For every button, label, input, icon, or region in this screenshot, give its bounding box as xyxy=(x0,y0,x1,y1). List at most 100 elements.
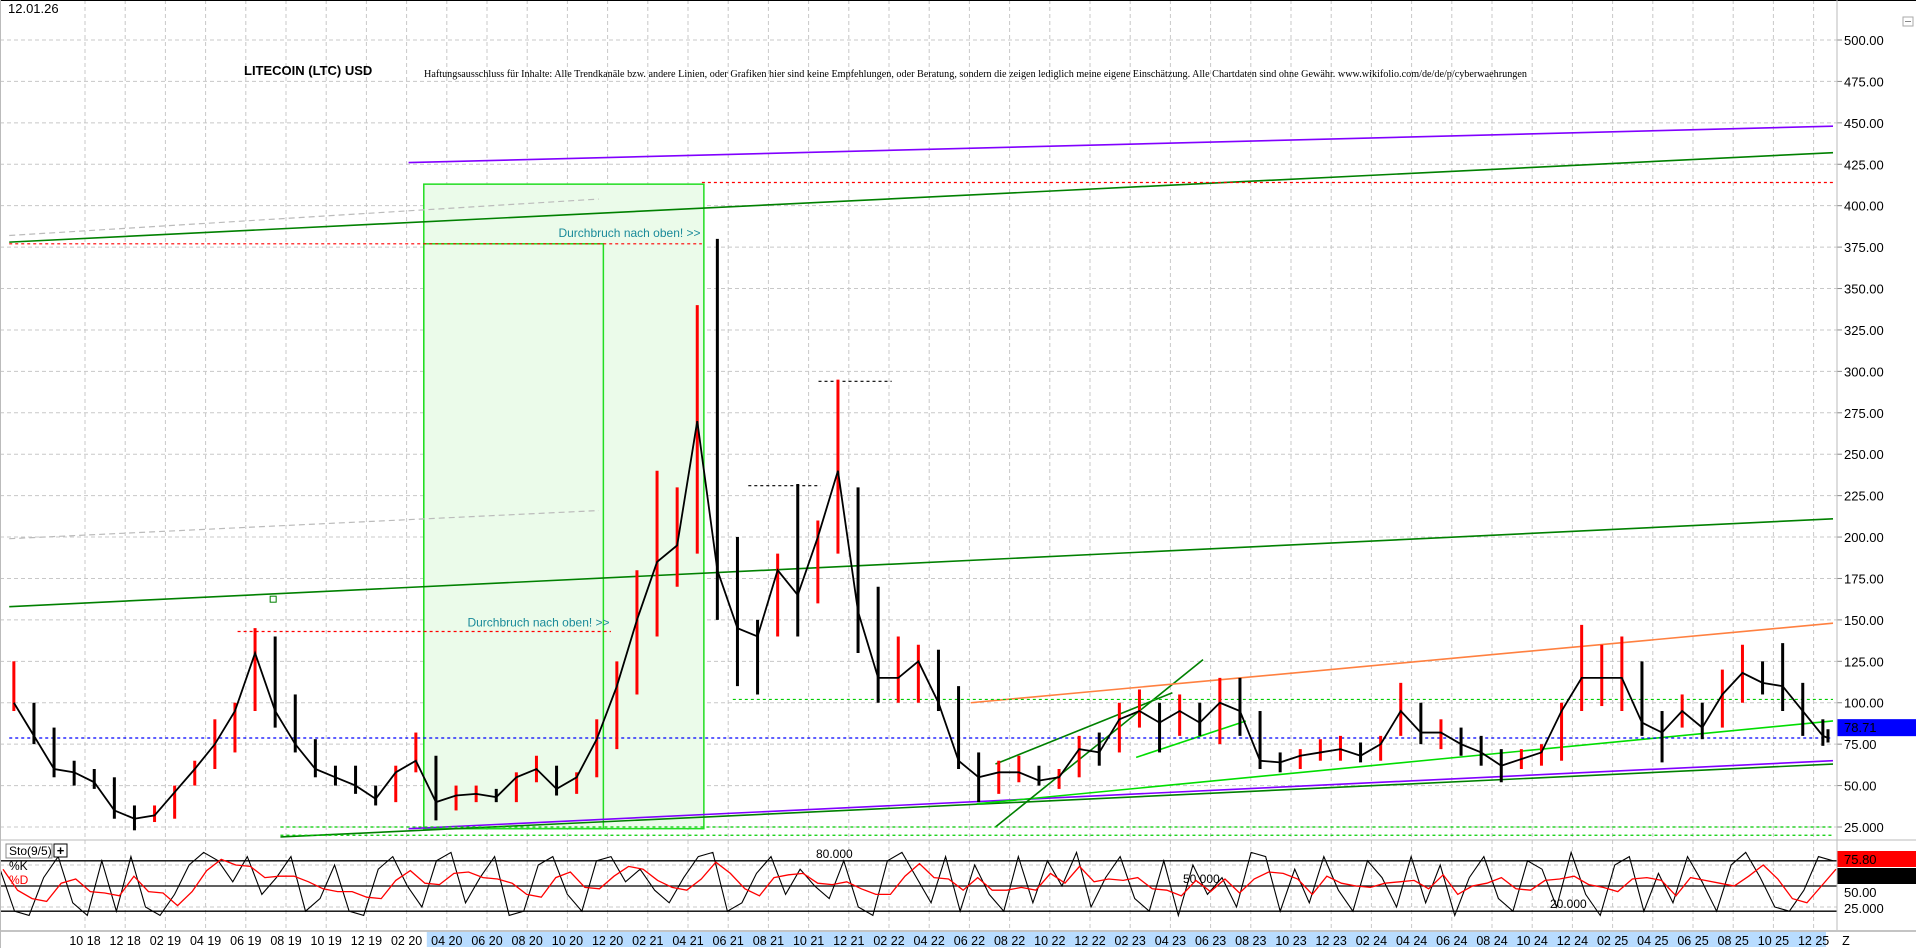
legend-k: %K xyxy=(9,859,28,873)
y-tick-label: 325.00 xyxy=(1844,323,1884,338)
trend-line xyxy=(1135,720,1247,759)
x-tick-label: 10 21 xyxy=(793,934,824,948)
indicator-name: Sto(9/5) xyxy=(9,844,52,858)
y-tick-label: 150.00 xyxy=(1844,613,1884,628)
x-tick-label: 08 24 xyxy=(1476,934,1507,948)
y-tick-label: 175.00 xyxy=(1844,571,1884,586)
last-price-label: 78.71 xyxy=(1844,720,1877,735)
x-tick-label: 12 25 xyxy=(1798,934,1829,948)
line-handle-marker xyxy=(269,595,277,603)
x-tick-label: 10 23 xyxy=(1275,934,1306,948)
annotation-text: Durchbruch nach oben! >> xyxy=(467,616,609,630)
stoch-level-label: 80.000 xyxy=(816,847,853,861)
y-tick-label: 500.00 xyxy=(1844,33,1884,48)
x-tick-label: 12 18 xyxy=(110,934,141,948)
d-last-box xyxy=(1837,868,1916,884)
legend-d: %D xyxy=(9,873,29,887)
y-tick-label: 375.00 xyxy=(1844,240,1884,255)
x-tick-label: 10 22 xyxy=(1034,934,1065,948)
x-tick-label: 04 25 xyxy=(1637,934,1668,948)
x-tick-label: 02 25 xyxy=(1597,934,1628,948)
stoch-k-line xyxy=(0,850,1834,918)
trend-line xyxy=(9,151,1834,243)
y-tick-label: 450.00 xyxy=(1844,116,1884,131)
x-tick-label: 08 19 xyxy=(270,934,301,948)
y-tick-label: 425.00 xyxy=(1844,157,1884,172)
x-tick-label: 10 20 xyxy=(552,934,583,948)
x-tick-label: 02 21 xyxy=(632,934,663,948)
last-price-box xyxy=(1837,719,1916,737)
x-tick-label: 06 25 xyxy=(1677,934,1708,948)
x-tick-label: 06 23 xyxy=(1195,934,1226,948)
y-tick-label: 200.00 xyxy=(1844,530,1884,545)
x-tick-label: 08 23 xyxy=(1235,934,1266,948)
x-tick-label: 04 21 xyxy=(672,934,703,948)
indicator-label-box[interactable] xyxy=(5,843,53,859)
x-tick-label: 10 19 xyxy=(311,934,342,948)
x-tick-label: 06 24 xyxy=(1436,934,1467,948)
y-tick-label: 400.00 xyxy=(1844,199,1884,214)
x-tick-label: 10 24 xyxy=(1517,934,1548,948)
x-tick-label: 06 21 xyxy=(713,934,744,948)
x-tick-label: 12 21 xyxy=(833,934,864,948)
x-end-label: Z xyxy=(1842,934,1850,948)
annotations-layer: Durchbruch nach oben! >> Durchbruch nach … xyxy=(269,226,701,630)
trend-line xyxy=(408,759,1834,830)
highlight-rectangle xyxy=(423,183,705,830)
time-axis-highlight xyxy=(426,932,1826,947)
x-tick-label: 02 22 xyxy=(873,934,904,948)
x-tick-label: 04 19 xyxy=(190,934,221,948)
close-line xyxy=(13,420,1829,820)
y-tick-label: 350.00 xyxy=(1844,282,1884,297)
trend-line xyxy=(280,763,1834,838)
y-tick-label: 75.00 xyxy=(1844,737,1877,752)
x-tick-label: 04 22 xyxy=(914,934,945,948)
stoch-d-line xyxy=(2,858,1837,907)
x-tick-label: 10 25 xyxy=(1758,934,1789,948)
time-axis[interactable]: 10 18 12 18 02 19 04 19 06 19 08 19 10 19 12 19… xyxy=(0,930,1916,948)
plus-icon: + xyxy=(57,843,65,858)
y-tick-label: 225.00 xyxy=(1844,489,1884,504)
x-tick-label: 12 24 xyxy=(1557,934,1588,948)
stoch-tick-25: 25.000 xyxy=(1844,901,1884,916)
x-tick-label: 06 19 xyxy=(230,934,261,948)
trend-line xyxy=(408,125,1834,164)
x-tick-label: 08 21 xyxy=(753,934,784,948)
x-tick-label: 02 20 xyxy=(391,934,422,948)
x-tick-label: 10 18 xyxy=(69,934,100,948)
x-tick-label: 02 24 xyxy=(1356,934,1387,948)
x-tick-label: 12 20 xyxy=(592,934,623,948)
trend-line xyxy=(970,622,1834,704)
d-last-label: 60.27 xyxy=(1844,869,1877,884)
disclaimer-text: Haftungsausschluss für Inhalte: Alle Tre… xyxy=(424,69,1527,80)
x-tick-label: 06 20 xyxy=(471,934,502,948)
y-tick-label: 25.000 xyxy=(1844,820,1884,835)
x-tick-label: 12 23 xyxy=(1316,934,1347,948)
x-tick-label: 08 20 xyxy=(512,934,543,948)
k-last-label: 75.80 xyxy=(1844,852,1877,867)
y-tick-label: 50.00 xyxy=(1844,779,1877,794)
add-indicator-button[interactable] xyxy=(53,843,68,858)
x-tick-label: 12 22 xyxy=(1074,934,1105,948)
trend-line xyxy=(9,198,599,237)
x-tick-label: 02 23 xyxy=(1115,934,1146,948)
x-tick-label: 02 19 xyxy=(150,934,181,948)
price-axis[interactable]: 500.00 475.00 450.00 425.00 400.00 375.00 350.… xyxy=(1837,33,1916,916)
x-tick-label: 04 23 xyxy=(1155,934,1186,948)
y-tick-label: 125.00 xyxy=(1844,654,1884,669)
x-tick-label: 08 25 xyxy=(1718,934,1749,948)
stochastic-panel: 80.000 50.000 20.000 xyxy=(0,847,1837,918)
k-last-box xyxy=(1837,851,1916,867)
stoch-tick-50: 50.00 xyxy=(1844,885,1877,900)
x-tick-label: 06 22 xyxy=(954,934,985,948)
annotation-text: Durchbruch nach oben! >> xyxy=(558,226,700,240)
y-tick-label: 475.00 xyxy=(1844,74,1884,89)
trend-line xyxy=(9,509,599,540)
chart-title: LITECOIN (LTC) USD xyxy=(244,63,372,78)
price-series xyxy=(12,238,1830,831)
y-tick-label: 275.00 xyxy=(1844,406,1884,421)
x-tick-label: 08 22 xyxy=(994,934,1025,948)
x-tick-label: 12 19 xyxy=(351,934,382,948)
